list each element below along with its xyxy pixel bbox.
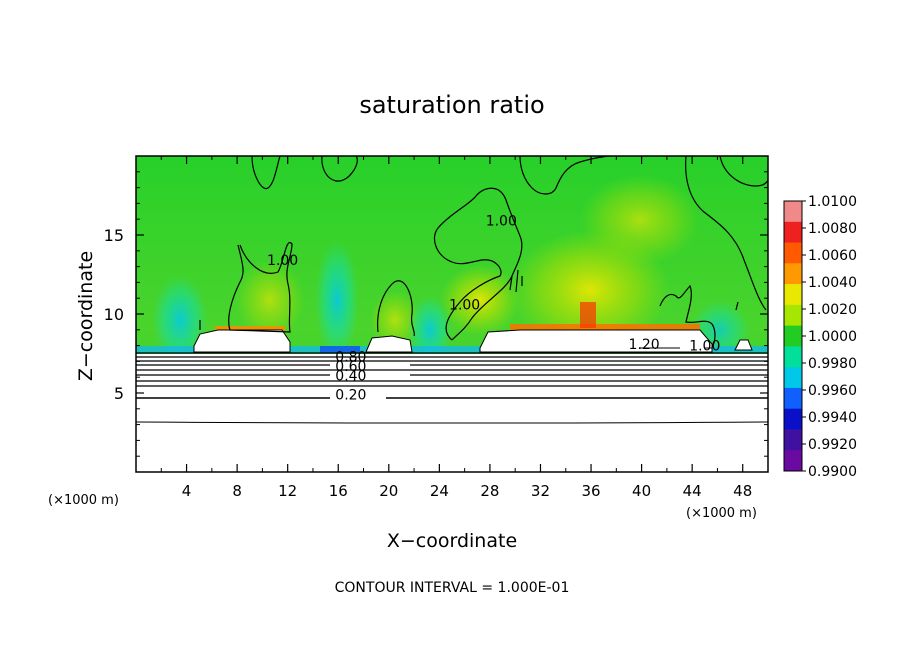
- contour-line: [199, 301, 739, 330]
- colorbar-swatch: [784, 429, 802, 451]
- x-tick-label: 40: [632, 482, 651, 500]
- y-tick-label: 5: [114, 384, 124, 403]
- contour-label: 1.00: [267, 253, 298, 269]
- contour-line: [136, 368, 768, 371]
- contour-label: 0.40: [335, 368, 366, 384]
- field-cloud-blob: [365, 335, 413, 353]
- x-unit-right: (×1000 m): [686, 506, 757, 521]
- colorbar-tick-label: 0.9960: [808, 383, 857, 399]
- colorbar-tick-label: 0.9940: [808, 410, 857, 426]
- x-tick-label: 32: [531, 482, 550, 500]
- contour-line: [136, 379, 768, 382]
- colorbar-swatch: [784, 450, 802, 472]
- colorbar-swatch: [784, 304, 802, 327]
- contour-label: 1.20: [629, 337, 660, 353]
- x-tick-label: 4: [182, 482, 192, 500]
- contour-line: [136, 421, 768, 424]
- contour-line: [509, 269, 523, 293]
- colorbar-tick-label: 0.9980: [808, 356, 857, 372]
- y-tick-label: 15: [104, 226, 124, 245]
- x-tick-label: 16: [329, 482, 348, 500]
- colorbar-tick-label: 1.0100: [808, 194, 857, 210]
- contour-line: [519, 156, 613, 195]
- colorbar-swatch: [784, 387, 802, 410]
- x-tick-label: 12: [278, 482, 297, 500]
- contour-label: 0.60: [335, 359, 366, 375]
- colorbar-swatch: [784, 346, 802, 368]
- field-dry-region: [315, 240, 359, 360]
- field-lower-white: [136, 354, 768, 472]
- colorbar-tick-label: 1.0000: [808, 329, 857, 345]
- contour-label: 0.20: [335, 387, 366, 403]
- contour-interval-note: CONTOUR INTERVAL = 1.000E-01: [335, 580, 570, 596]
- colorbar-swatch: [784, 325, 802, 347]
- contour-line: [251, 156, 281, 190]
- contour-line: [685, 156, 767, 311]
- field-blue-strip: [320, 346, 360, 353]
- field-warm-region: [370, 290, 420, 350]
- x-tick-label: 28: [480, 482, 499, 500]
- colorbar-tick-label: 0.9920: [808, 437, 857, 453]
- colorbar-tick-label: 1.0060: [808, 248, 857, 264]
- field-cloud-top: [215, 326, 285, 331]
- plot-area: [136, 156, 768, 472]
- colorbar: 1.0100 1.0080 1.0060 1.0040 1.0020 1.0000 0.99…: [783, 194, 857, 480]
- field-cloud-blob: [479, 329, 713, 353]
- colorbar-swatch: [784, 284, 802, 306]
- contour-label: 1.00: [486, 214, 517, 230]
- x-axis-label: X−coordinate: [387, 530, 517, 552]
- field-blue-strip: [136, 346, 768, 353]
- colorbar-swatch: [784, 242, 802, 264]
- contour-line: [659, 284, 716, 349]
- x-tick-label: 44: [683, 482, 702, 500]
- contour-line: [377, 280, 416, 337]
- y-tick-label: 10: [104, 305, 124, 324]
- colorbar-swatch: [784, 263, 802, 285]
- contour-label: 1.00: [689, 338, 720, 354]
- x-tick-label: 24: [430, 482, 449, 500]
- x-tick-label: 36: [581, 482, 600, 500]
- field-cloud-top: [580, 302, 596, 328]
- contour-labels: 1.00 1.00 1.00 1.20 1.00 0.800.600.40 0.20: [267, 214, 720, 404]
- colorbar-swatch: [784, 367, 802, 389]
- contour-line: [433, 187, 523, 341]
- colorbar-tick-label: 1.0080: [808, 221, 857, 237]
- field-dry-region: [152, 275, 208, 365]
- colorbar-swatch: [784, 408, 802, 430]
- field-cloud-blob: [734, 339, 753, 351]
- contour-label: 0.80: [335, 349, 366, 365]
- x-unit-left: (×1000 m): [48, 493, 119, 508]
- x-tick-label: 20: [379, 482, 398, 500]
- contour-line: [136, 351, 768, 354]
- colorbar-tick-label: 1.0040: [808, 275, 857, 291]
- field-warm-region: [440, 265, 520, 335]
- chart-title: saturation ratio: [359, 91, 544, 119]
- field-warm-region: [580, 175, 700, 265]
- x-tick-label: 8: [232, 482, 242, 500]
- field-cloud-blob: [193, 329, 291, 353]
- colorbar-swatch: [784, 221, 802, 244]
- colorbar-swatch: [784, 201, 802, 223]
- x-tick-label: 48: [733, 482, 752, 500]
- colorbar-tick-label: 0.9900: [808, 464, 857, 480]
- contour-label: 1.00: [449, 297, 480, 313]
- colorbar-tick-label: 1.0020: [808, 302, 857, 318]
- y-axis-label: Z−coordinate: [75, 251, 97, 381]
- field-cloud-top: [510, 324, 700, 330]
- contour-line: [321, 156, 358, 182]
- contour-line: [228, 241, 293, 333]
